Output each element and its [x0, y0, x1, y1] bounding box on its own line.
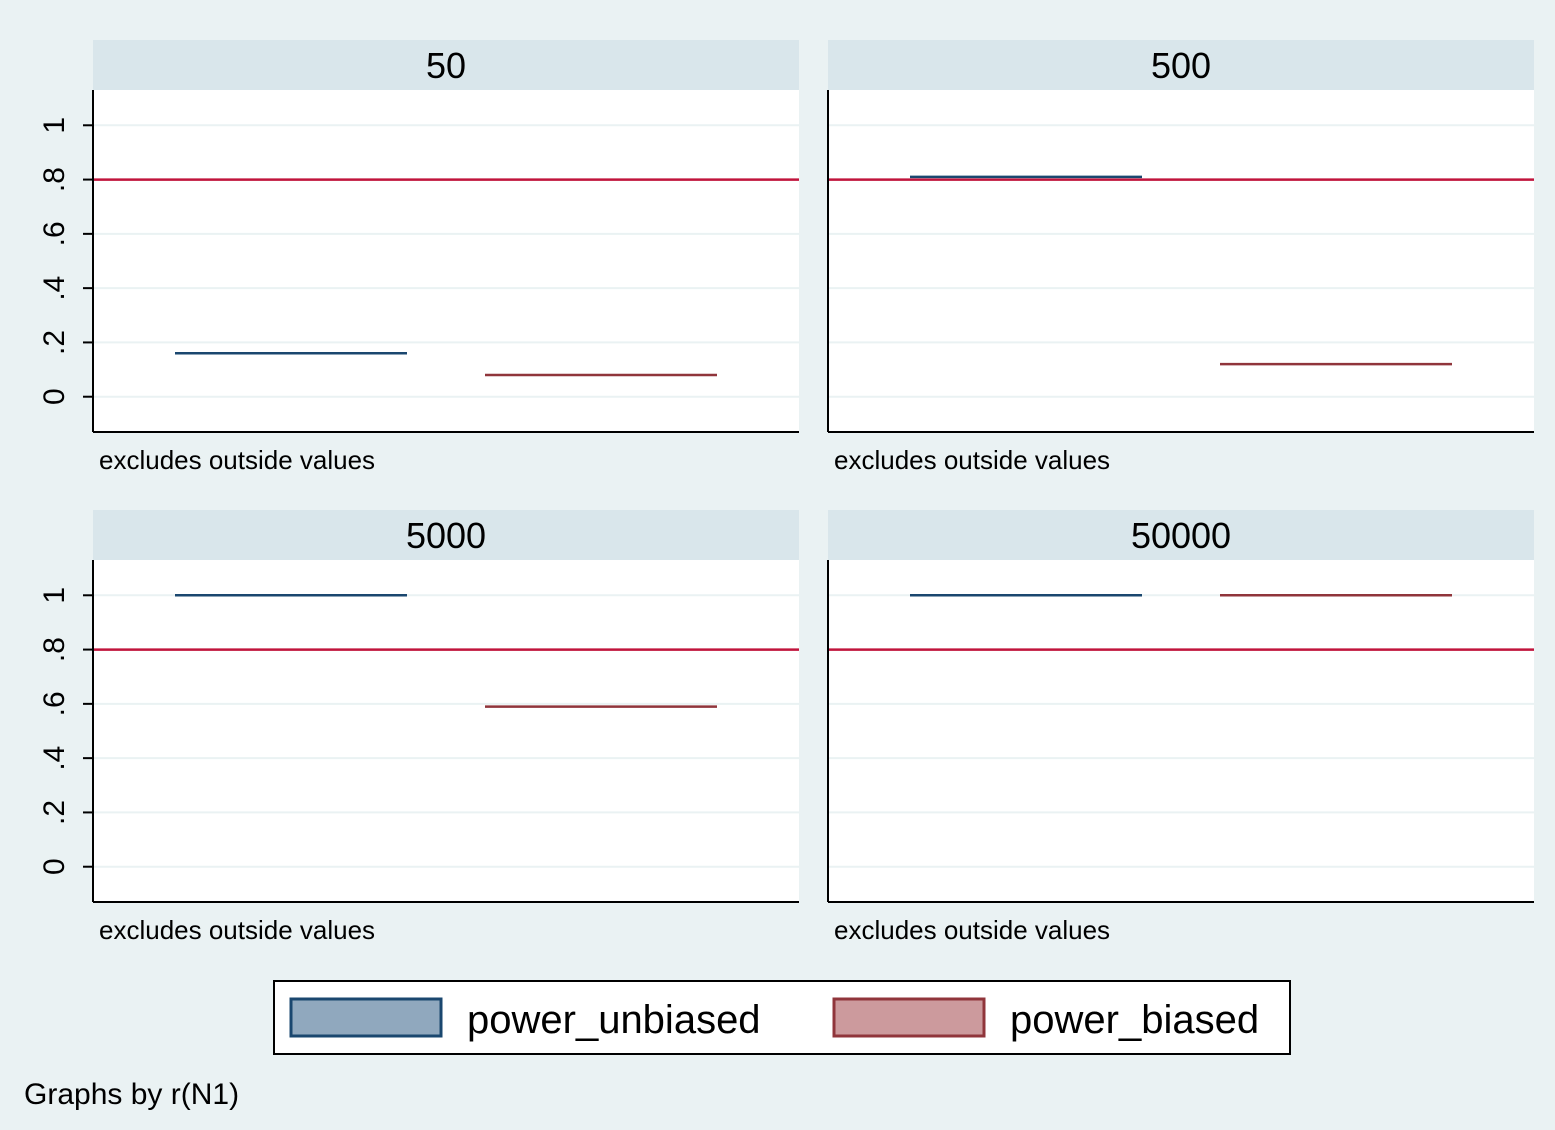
panel-500: 500 excludes outside values [827, 40, 1534, 475]
y-tick-label: 1 [38, 117, 71, 134]
legend-box [273, 980, 1291, 1055]
footer-note: Graphs by r(N1) [24, 1078, 239, 1111]
legend-label-power-unbiased: power_unbiased [467, 998, 761, 1042]
y-tick-label: .2 [38, 800, 71, 825]
panel-note: excludes outside values [99, 445, 375, 475]
legend-swatch-power-biased [832, 997, 986, 1038]
y-tick-label: .8 [38, 637, 71, 662]
y-tick-label: .4 [38, 746, 71, 771]
panel-title: 50 [426, 45, 466, 86]
panel-title: 5000 [406, 515, 486, 556]
y-tick-label: 0 [38, 388, 71, 405]
panel-header [828, 510, 1534, 560]
panel-note: excludes outside values [99, 915, 375, 945]
y-tick-label: .4 [38, 276, 71, 301]
y-tick-label: .6 [38, 691, 71, 716]
panel-5000: 5000 0 .2 .4 .6 .8 1 excludes outside values [38, 510, 799, 945]
panel-note: excludes outside values [834, 445, 1110, 475]
panel-50: 50 0 .2 .4 .6 .8 1 excludes outside values [38, 40, 799, 475]
y-tick-label: .2 [38, 330, 71, 355]
legend-label-power-biased: power_biased [1010, 998, 1259, 1042]
plot-area [93, 560, 799, 902]
plot-area [828, 90, 1534, 432]
panel-header [93, 40, 799, 90]
plot-area [828, 560, 1534, 902]
plot-area [93, 90, 799, 432]
panel-title: 500 [1151, 45, 1211, 86]
panel-note: excludes outside values [834, 915, 1110, 945]
legend: power_unbiased power_biased [273, 980, 1291, 1055]
legend-swatch-power-unbiased [289, 997, 443, 1038]
y-tick-label: 1 [38, 587, 71, 604]
panel-header [828, 40, 1534, 90]
panel-50000: 50000 excludes outside values [827, 510, 1534, 945]
y-tick-label: .8 [38, 167, 71, 192]
panel-header [93, 510, 799, 560]
y-tick-label: .6 [38, 221, 71, 246]
panel-title: 50000 [1131, 515, 1231, 556]
y-tick-label: 0 [38, 858, 71, 875]
